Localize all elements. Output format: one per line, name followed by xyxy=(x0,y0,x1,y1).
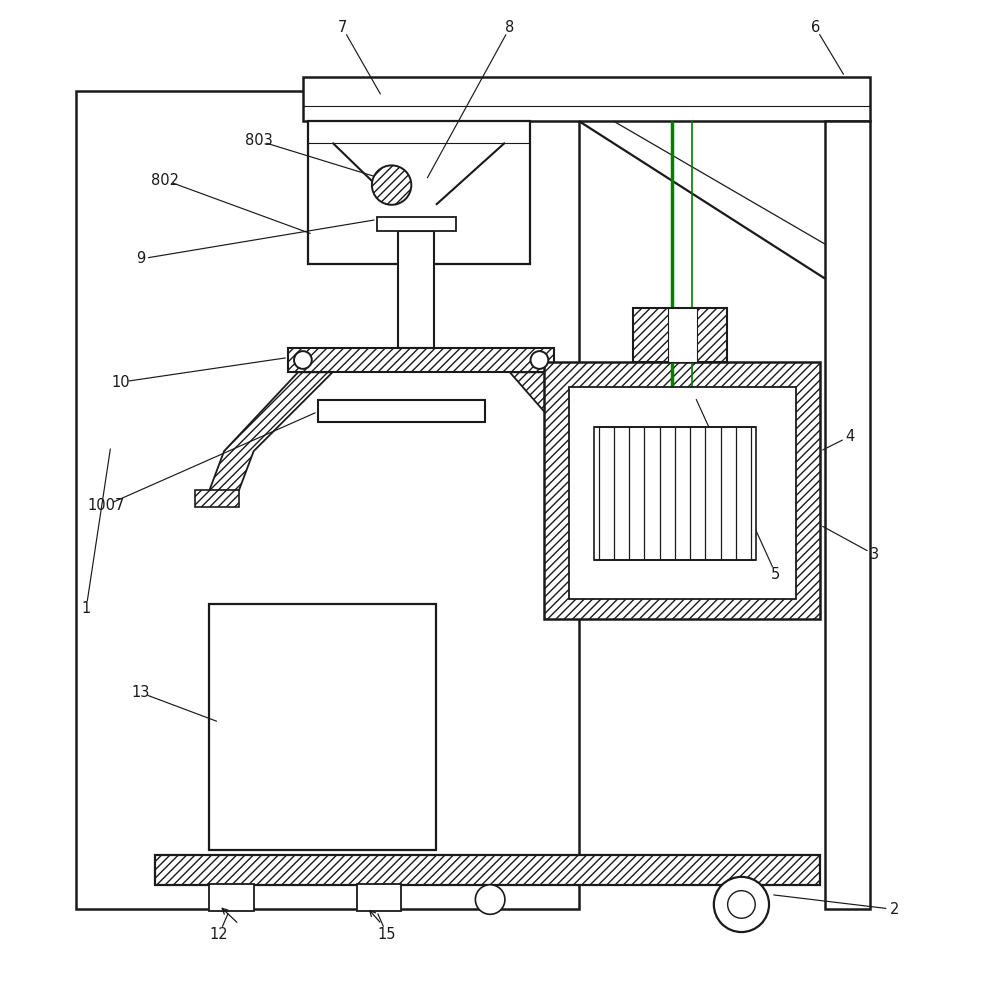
Bar xyxy=(195,490,239,507)
Text: 6: 6 xyxy=(811,20,820,35)
Circle shape xyxy=(728,891,755,919)
Bar xyxy=(398,232,434,348)
Bar xyxy=(594,426,756,560)
Circle shape xyxy=(531,351,548,369)
Text: 2: 2 xyxy=(889,902,899,917)
Bar xyxy=(155,855,820,885)
Polygon shape xyxy=(510,373,623,491)
Bar xyxy=(594,490,638,507)
Bar xyxy=(377,217,456,232)
Circle shape xyxy=(475,885,505,915)
Text: 803: 803 xyxy=(245,133,272,149)
Bar xyxy=(209,884,254,912)
Bar xyxy=(209,604,436,850)
Bar xyxy=(303,76,870,121)
Circle shape xyxy=(294,351,312,369)
Text: 3: 3 xyxy=(870,547,879,562)
Bar xyxy=(668,308,697,363)
Text: 1: 1 xyxy=(81,602,91,616)
Bar xyxy=(357,884,401,912)
Bar xyxy=(569,387,796,599)
Text: 13: 13 xyxy=(131,685,150,700)
Text: 5: 5 xyxy=(771,567,781,582)
Text: 12: 12 xyxy=(210,927,228,941)
Bar xyxy=(318,400,485,421)
Bar xyxy=(633,308,727,363)
Text: 1007: 1007 xyxy=(87,497,125,513)
Polygon shape xyxy=(209,373,332,491)
Bar xyxy=(825,121,870,910)
Text: 802: 802 xyxy=(151,172,179,187)
Text: 15: 15 xyxy=(377,927,396,941)
Bar xyxy=(308,121,530,264)
Text: 4: 4 xyxy=(845,429,854,444)
Circle shape xyxy=(714,877,769,933)
Text: 9: 9 xyxy=(136,252,145,267)
Bar xyxy=(76,91,579,910)
Text: 7: 7 xyxy=(338,20,347,35)
Bar xyxy=(288,348,554,373)
Text: 8: 8 xyxy=(505,20,514,35)
Circle shape xyxy=(372,165,411,205)
Bar xyxy=(544,363,820,618)
Text: 10: 10 xyxy=(111,375,130,389)
